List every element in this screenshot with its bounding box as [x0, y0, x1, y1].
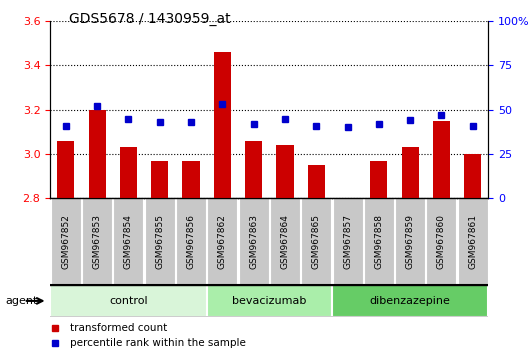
Bar — [370, 161, 388, 198]
Bar — [214, 52, 231, 198]
Text: GSM967864: GSM967864 — [280, 214, 289, 269]
Bar — [427, 198, 457, 285]
Text: GSM967856: GSM967856 — [186, 214, 195, 269]
Text: control: control — [109, 296, 148, 306]
Text: dibenzazepine: dibenzazepine — [370, 296, 450, 306]
Text: GSM967855: GSM967855 — [155, 214, 164, 269]
Bar — [401, 147, 419, 198]
Bar — [333, 198, 363, 285]
Bar — [458, 198, 488, 285]
Bar — [245, 141, 262, 198]
Text: GSM967862: GSM967862 — [218, 214, 227, 269]
Text: transformed count: transformed count — [70, 322, 167, 332]
Text: GDS5678 / 1430959_at: GDS5678 / 1430959_at — [69, 12, 230, 27]
Bar — [208, 198, 238, 285]
Bar — [89, 110, 106, 198]
Text: GSM967852: GSM967852 — [61, 214, 70, 269]
Bar — [270, 198, 300, 285]
Bar — [120, 147, 137, 198]
Text: GSM967865: GSM967865 — [312, 214, 320, 269]
Text: GSM967853: GSM967853 — [92, 214, 101, 269]
Bar — [364, 198, 394, 285]
Bar — [57, 141, 74, 198]
Bar — [464, 154, 482, 198]
Text: GSM967860: GSM967860 — [437, 214, 446, 269]
Text: GSM967858: GSM967858 — [374, 214, 383, 269]
Bar — [176, 198, 206, 285]
Bar — [51, 198, 81, 285]
Text: GSM967859: GSM967859 — [406, 214, 414, 269]
Bar — [82, 198, 112, 285]
Bar — [395, 198, 425, 285]
Bar — [114, 198, 144, 285]
Text: GSM967854: GSM967854 — [124, 214, 133, 269]
Bar — [332, 285, 488, 317]
Bar — [151, 161, 168, 198]
Bar — [50, 285, 206, 317]
Text: bevacizumab: bevacizumab — [232, 296, 306, 306]
Bar — [301, 198, 331, 285]
Bar — [206, 285, 332, 317]
Bar — [145, 198, 175, 285]
Text: GSM967861: GSM967861 — [468, 214, 477, 269]
Bar — [308, 165, 325, 198]
Bar — [182, 161, 200, 198]
Bar — [276, 145, 294, 198]
Text: GSM967857: GSM967857 — [343, 214, 352, 269]
Text: GSM967863: GSM967863 — [249, 214, 258, 269]
Bar — [433, 121, 450, 198]
Bar — [239, 198, 269, 285]
Text: agent: agent — [5, 296, 37, 306]
Text: percentile rank within the sample: percentile rank within the sample — [70, 338, 246, 348]
